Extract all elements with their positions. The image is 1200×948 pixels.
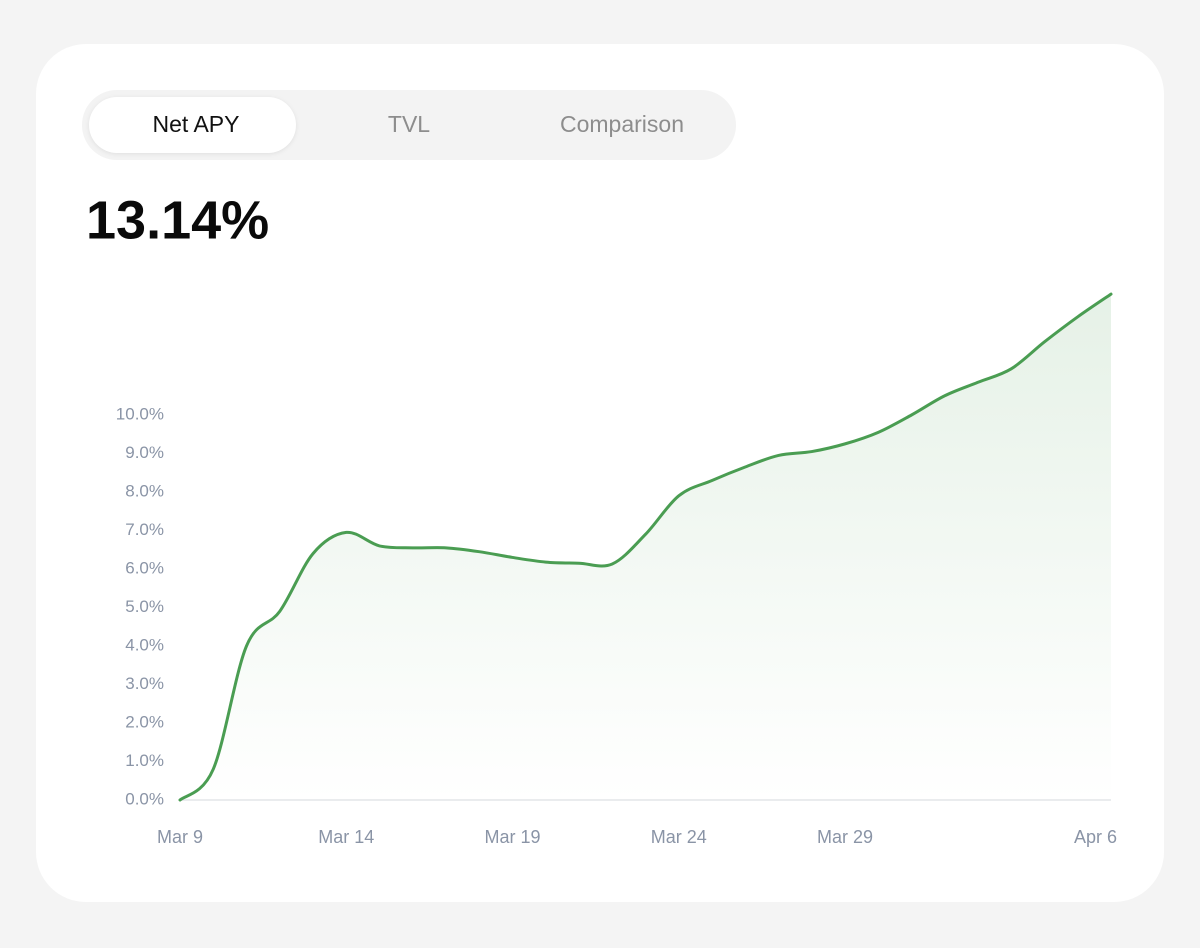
y-tick-label: 7.0% <box>125 520 164 539</box>
x-tick-label: Mar 29 <box>817 827 873 847</box>
area <box>180 294 1111 800</box>
y-tick-label: 4.0% <box>125 635 164 654</box>
headline-value: 13.14% <box>86 190 269 250</box>
y-tick-label: 0.0% <box>125 789 164 808</box>
x-tick-label: Mar 19 <box>484 827 540 847</box>
x-tick-label: Apr 6 <box>1074 827 1117 847</box>
tab[interactable]: Net APY <box>153 111 240 137</box>
line <box>178 292 1113 802</box>
y-tick-label: 3.0% <box>125 674 164 693</box>
tab[interactable]: TVL <box>388 111 430 137</box>
y-tick-label: 2.0% <box>125 712 164 731</box>
y-tick-label: 6.0% <box>125 558 164 577</box>
x-tick-label: Mar 14 <box>318 827 374 847</box>
x-tick-label: Mar 9 <box>157 827 203 847</box>
y-tick-label: 9.0% <box>125 443 164 462</box>
tab[interactable]: Comparison <box>560 111 684 137</box>
y-tick-label: 5.0% <box>125 597 164 616</box>
y-tick-label: 10.0% <box>116 404 164 423</box>
y-tick-label: 8.0% <box>125 481 164 500</box>
tab-active-bg[interactable] <box>89 97 296 153</box>
x-tick-label: Mar 24 <box>651 827 707 847</box>
y-tick-label: 1.0% <box>125 751 164 770</box>
